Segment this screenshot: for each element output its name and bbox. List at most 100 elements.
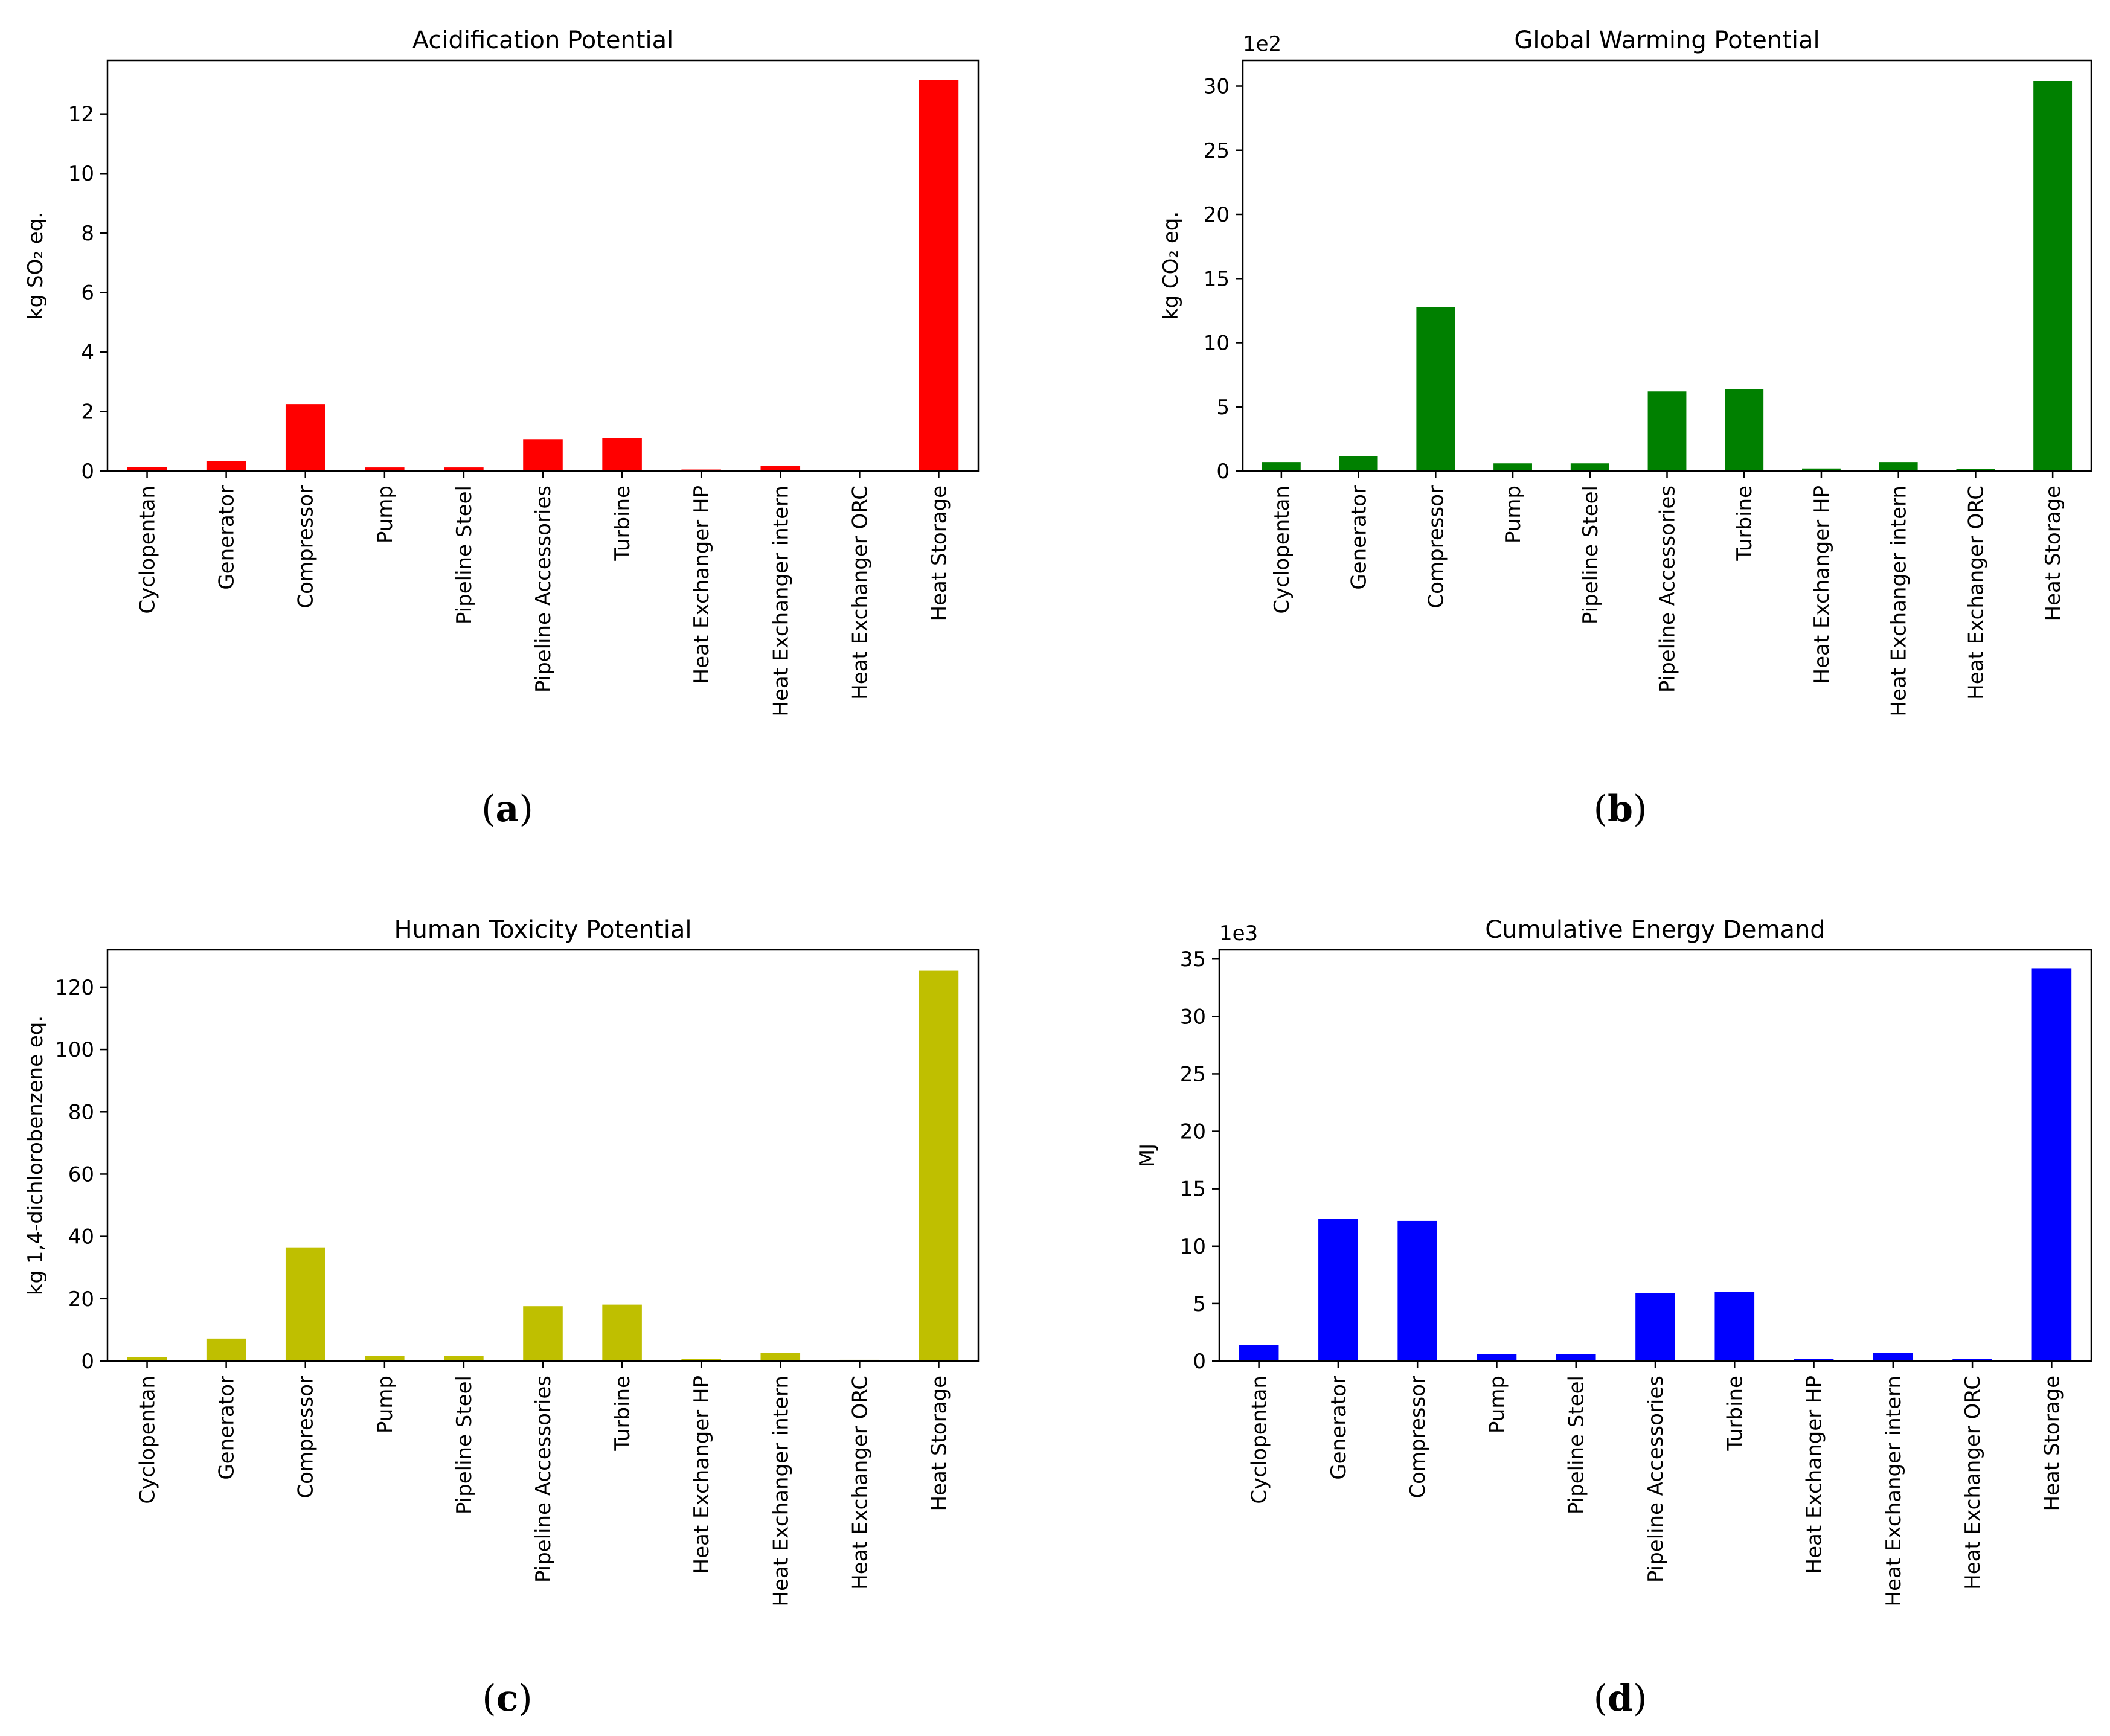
y-tick-label: 5 [1216, 396, 1230, 420]
panel-caption: (b) [1594, 788, 1647, 830]
bar [1879, 462, 1918, 472]
y-tick-label: 10 [68, 162, 94, 186]
panel-caption: (c) [482, 1677, 532, 1720]
y-tick-label: 100 [55, 1038, 94, 1062]
y-tick-label: 8 [81, 222, 94, 246]
x-tick-label: Cyclopentan [1270, 485, 1294, 614]
y-tick-label: 20 [1180, 1120, 1206, 1144]
bar [1794, 1359, 1834, 1361]
bar [1397, 1220, 1437, 1361]
y-tick-label: 10 [1204, 332, 1230, 356]
bar [206, 1338, 246, 1361]
y-axis-label: kg 1,4-dichlorobenzene eq. [24, 1016, 48, 1295]
bar [523, 1306, 563, 1361]
bar [602, 438, 642, 471]
bar [285, 404, 325, 471]
y-axis-label: kg SO₂ eq. [24, 212, 48, 319]
x-tick-label: Turbine [1733, 485, 1757, 562]
x-tick-label: Generator [215, 1376, 239, 1480]
x-tick-label: Heat Exchanger HP [1803, 1376, 1827, 1574]
y-tick-label: 0 [1193, 1350, 1206, 1374]
x-tick-label: Turbine [1723, 1376, 1747, 1452]
x-tick-label: Generator [1347, 485, 1371, 590]
y-tick-label: 20 [1204, 203, 1230, 227]
panel-caption-letter: a [496, 788, 519, 830]
x-tick-label: Pump [1501, 485, 1525, 543]
x-tick-label: Heat Storage [927, 485, 951, 621]
x-tick-label: Turbine [611, 1376, 635, 1452]
chart-title: Human Toxicity Potential [394, 916, 691, 944]
y-tick-label: 30 [1204, 75, 1230, 99]
x-tick-label: Heat Exchanger ORC [848, 485, 872, 700]
bar [1956, 469, 1995, 471]
x-tick-label: Pump [373, 485, 397, 543]
bar [760, 1353, 801, 1361]
y-axis-label: MJ [1135, 1144, 1159, 1167]
chart-title: Global Warming Potential [1514, 27, 1820, 54]
y-tick-label: 60 [68, 1162, 94, 1187]
y-tick-label: 30 [1180, 1005, 1206, 1029]
bar [365, 1356, 405, 1361]
x-tick-label: Heat Exchanger intern [769, 1376, 793, 1607]
x-tick-label: Heat Exchanger ORC [1961, 1376, 1985, 1590]
panel-caption-letter: d [1608, 1677, 1633, 1720]
x-tick-label: Pipeline Accessories [531, 485, 556, 693]
y-tick-label: 25 [1204, 139, 1230, 163]
bar [1714, 1292, 1755, 1361]
x-tick-label: Heat Storage [2040, 1376, 2064, 1511]
chart-title: Acidification Potential [412, 27, 674, 54]
x-tick-label: Heat Exchanger intern [1887, 485, 1911, 717]
x-tick-label: Heat Exchanger ORC [848, 1376, 872, 1590]
bar [1556, 1354, 1596, 1361]
y-tick-label: 15 [1204, 267, 1230, 291]
panel-caption-letter: c [496, 1677, 519, 1720]
bar [1262, 462, 1301, 472]
x-tick-label: Heat Exchanger HP [1810, 485, 1834, 684]
bar [1477, 1354, 1517, 1361]
bar [1647, 391, 1687, 471]
bar [919, 80, 959, 471]
chart-panel-b: 0 5 10 15 20 25 30 Cyclopentan Generator Compress… [1159, 27, 2092, 830]
y-tick-label: 5 [1193, 1292, 1206, 1316]
y-tick-label: 4 [81, 341, 94, 365]
bar [1239, 1345, 1279, 1361]
x-tick-label: Pipeline Steel [452, 485, 476, 624]
y-tick-label: 15 [1180, 1177, 1206, 1202]
plot-frame [106, 949, 980, 1362]
axis-offset-text: 1e3 [1219, 921, 1258, 946]
x-tick-label: Pump [373, 1376, 397, 1433]
bar [444, 467, 484, 471]
x-tick-label: Heat Exchanger ORC [1964, 485, 1988, 700]
x-tick-label: Pipeline Steel [452, 1376, 476, 1514]
y-tick-label: 35 [1180, 947, 1206, 972]
x-tick-label: Heat Exchanger intern [1882, 1376, 1906, 1607]
x-tick-label: Cyclopentan [136, 1376, 160, 1504]
bar [1570, 463, 1609, 471]
chart-panel-d: 0 5 10 15 20 25 30 35 Cyclopentan Generator Compre… [1135, 916, 2092, 1720]
bar [523, 439, 563, 471]
x-tick-label: Pipeline Steel [1565, 1376, 1589, 1514]
bar [919, 970, 959, 1361]
x-tick-label: Heat Storage [927, 1376, 951, 1511]
x-tick-label: Heat Exchanger intern [769, 485, 793, 717]
bar [2033, 81, 2073, 471]
chart-title: Cumulative Energy Demand [1485, 916, 1825, 944]
x-tick-label: Compressor [1406, 1376, 1430, 1499]
y-tick-label: 0 [1216, 460, 1230, 484]
bar [127, 1357, 167, 1361]
y-tick-label: 6 [81, 281, 94, 305]
panel-caption-letter: b [1608, 788, 1633, 830]
axis-offset-text: 1e2 [1243, 32, 1281, 56]
x-tick-label: Compressor [294, 485, 318, 609]
x-tick-label: Compressor [294, 1376, 318, 1499]
bar [760, 466, 801, 471]
plot-frame [106, 59, 980, 472]
x-tick-label: Compressor [1424, 485, 1448, 609]
x-tick-label: Cyclopentan [136, 485, 160, 614]
bar [2031, 968, 2072, 1361]
bar [1952, 1359, 1992, 1361]
y-tick-label: 25 [1180, 1062, 1206, 1086]
bar [1873, 1353, 1913, 1361]
x-tick-label: Heat Exchanger HP [690, 485, 714, 684]
